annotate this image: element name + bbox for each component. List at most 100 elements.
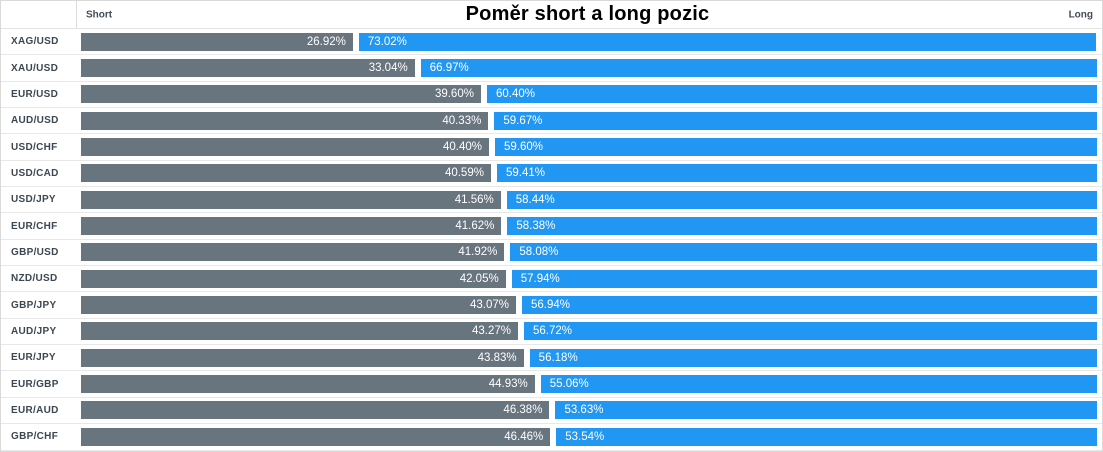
bar-area: 40.59% 59.41% [81, 164, 1102, 183]
long-bar: 57.94% [511, 269, 1097, 288]
table-row: EUR/JPY 43.83% 56.18% [1, 345, 1102, 372]
long-bar: 56.94% [522, 296, 1098, 315]
bar-area: 40.40% 59.60% [81, 138, 1102, 157]
short-bar: 42.05% [81, 269, 506, 288]
long-bar: 58.38% [507, 217, 1097, 236]
currency-pair-label: XAU/USD [11, 62, 59, 74]
bar-area: 39.60% 60.40% [81, 85, 1102, 104]
currency-pair-label: EUR/JPY [11, 352, 56, 364]
long-value-label: 53.63% [564, 404, 604, 417]
short-value-label: 44.93% [488, 378, 528, 391]
short-bar: 43.07% [81, 296, 516, 315]
short-bar: 41.56% [81, 190, 501, 209]
currency-pair-label: EUR/CHF [11, 220, 58, 232]
table-row: GBP/USD 41.92% 58.08% [1, 240, 1102, 267]
table-row: USD/JPY 41.56% 58.44% [1, 187, 1102, 214]
long-value-label: 58.38% [516, 220, 556, 233]
long-bar: 56.72% [524, 322, 1097, 341]
long-bar: 53.63% [555, 401, 1098, 420]
bar-area: 43.27% 56.72% [81, 322, 1102, 341]
short-value-label: 43.83% [477, 351, 517, 364]
table-row: EUR/CHF 41.62% 58.38% [1, 213, 1102, 240]
long-bar: 58.44% [506, 190, 1097, 209]
short-bar: 33.04% [81, 59, 415, 78]
long-bar: 59.60% [495, 138, 1097, 157]
bar-rows: XAG/USD 26.92% 73.02% XAU/USD 33.04% 66.97% EU… [1, 29, 1102, 451]
table-row: USD/CHF 40.40% 59.60% [1, 134, 1102, 161]
currency-pair-label: AUD/USD [11, 115, 59, 127]
short-bar: 43.83% [81, 348, 524, 367]
table-row: XAU/USD 33.04% 66.97% [1, 55, 1102, 82]
short-value-label: 43.27% [472, 325, 512, 338]
bar-area: 41.92% 58.08% [81, 243, 1102, 262]
currency-pair-label: GBP/JPY [11, 299, 57, 311]
short-bar: 44.93% [81, 375, 535, 394]
long-value-label: 66.97% [429, 62, 469, 75]
table-row: AUD/JPY 43.27% 56.72% [1, 319, 1102, 346]
long-value-label: 73.02% [367, 35, 407, 48]
bar-area: 26.92% 73.02% [81, 32, 1102, 51]
short-series-label: Short [86, 9, 113, 20]
short-bar: 39.60% [81, 85, 481, 104]
long-value-label: 55.06% [549, 378, 589, 391]
short-bar: 41.62% [81, 217, 502, 236]
bar-area: 33.04% 66.97% [81, 59, 1102, 78]
long-value-label: 59.41% [505, 167, 545, 180]
short-value-label: 41.92% [458, 246, 498, 259]
short-bar: 46.46% [81, 427, 551, 446]
long-bar: 60.40% [486, 85, 1097, 104]
table-row: AUD/USD 40.33% 59.67% [1, 108, 1102, 135]
short-bar: 43.27% [81, 322, 519, 341]
long-bar: 58.08% [510, 243, 1097, 262]
table-row: GBP/CHF 46.46% 53.54% [1, 424, 1102, 451]
long-series-label: Long [1068, 9, 1093, 20]
currency-pair-label: GBP/USD [11, 246, 59, 258]
bar-area: 41.62% 58.38% [81, 217, 1102, 236]
chart-header: Short Poměr short a long pozic Long [1, 1, 1102, 29]
long-bar: 59.67% [494, 111, 1097, 130]
long-bar: 59.41% [496, 164, 1097, 183]
long-value-label: 60.40% [495, 88, 535, 101]
table-row: GBP/JPY 43.07% 56.94% [1, 292, 1102, 319]
bar-area: 46.38% 53.63% [81, 401, 1102, 420]
currency-pair-label: EUR/GBP [11, 378, 59, 390]
long-value-label: 58.44% [515, 193, 555, 206]
short-value-label: 41.62% [455, 220, 495, 233]
long-value-label: 58.08% [519, 246, 559, 259]
short-value-label: 33.04% [368, 62, 408, 75]
table-row: EUR/AUD 46.38% 53.63% [1, 398, 1102, 425]
short-value-label: 39.60% [434, 88, 474, 101]
long-bar: 73.02% [358, 32, 1097, 51]
long-bar: 53.54% [556, 427, 1097, 446]
short-bar: 46.38% [81, 401, 550, 420]
long-value-label: 56.18% [538, 351, 578, 364]
short-bar: 40.33% [81, 111, 489, 130]
table-row: XAG/USD 26.92% 73.02% [1, 29, 1102, 56]
table-row: USD/CAD 40.59% 59.41% [1, 161, 1102, 188]
short-value-label: 40.33% [442, 114, 482, 127]
long-value-label: 59.67% [503, 114, 543, 127]
currency-pair-label: USD/CHF [11, 141, 58, 153]
short-bar: 40.59% [81, 164, 491, 183]
bar-area: 43.07% 56.94% [81, 296, 1102, 315]
long-bar: 55.06% [540, 375, 1097, 394]
currency-pair-label: GBP/CHF [11, 431, 59, 443]
short-value-label: 26.92% [306, 35, 346, 48]
long-value-label: 56.72% [533, 325, 573, 338]
long-value-label: 59.60% [504, 141, 544, 154]
long-value-label: 57.94% [520, 272, 560, 285]
short-value-label: 41.56% [454, 193, 494, 206]
currency-pair-label: NZD/USD [11, 273, 58, 285]
currency-pair-label: EUR/USD [11, 88, 59, 100]
long-value-label: 56.94% [531, 299, 571, 312]
currency-pair-label: USD/CAD [11, 167, 59, 179]
bar-area: 44.93% 55.06% [81, 375, 1102, 394]
bar-area: 42.05% 57.94% [81, 269, 1102, 288]
long-value-label: 53.54% [565, 430, 605, 443]
short-bar: 41.92% [81, 243, 505, 262]
short-value-label: 46.38% [503, 404, 543, 417]
bar-area: 41.56% 58.44% [81, 190, 1102, 209]
bar-area: 43.83% 56.18% [81, 348, 1102, 367]
table-row: EUR/GBP 44.93% 55.06% [1, 371, 1102, 398]
